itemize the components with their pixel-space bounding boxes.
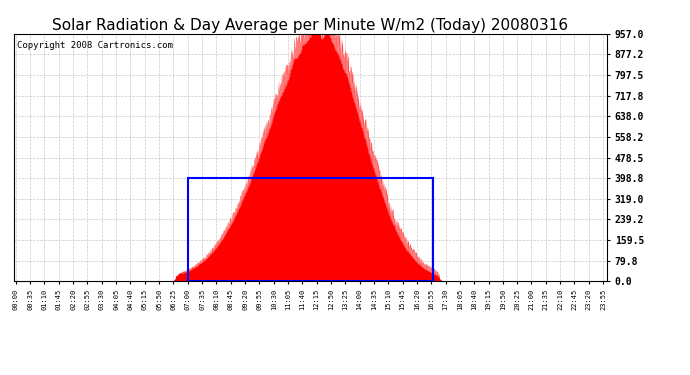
Title: Solar Radiation & Day Average per Minute W/m2 (Today) 20080316: Solar Radiation & Day Average per Minute… <box>52 18 569 33</box>
Bar <box>188 178 433 281</box>
Text: Copyright 2008 Cartronics.com: Copyright 2008 Cartronics.com <box>17 41 172 50</box>
